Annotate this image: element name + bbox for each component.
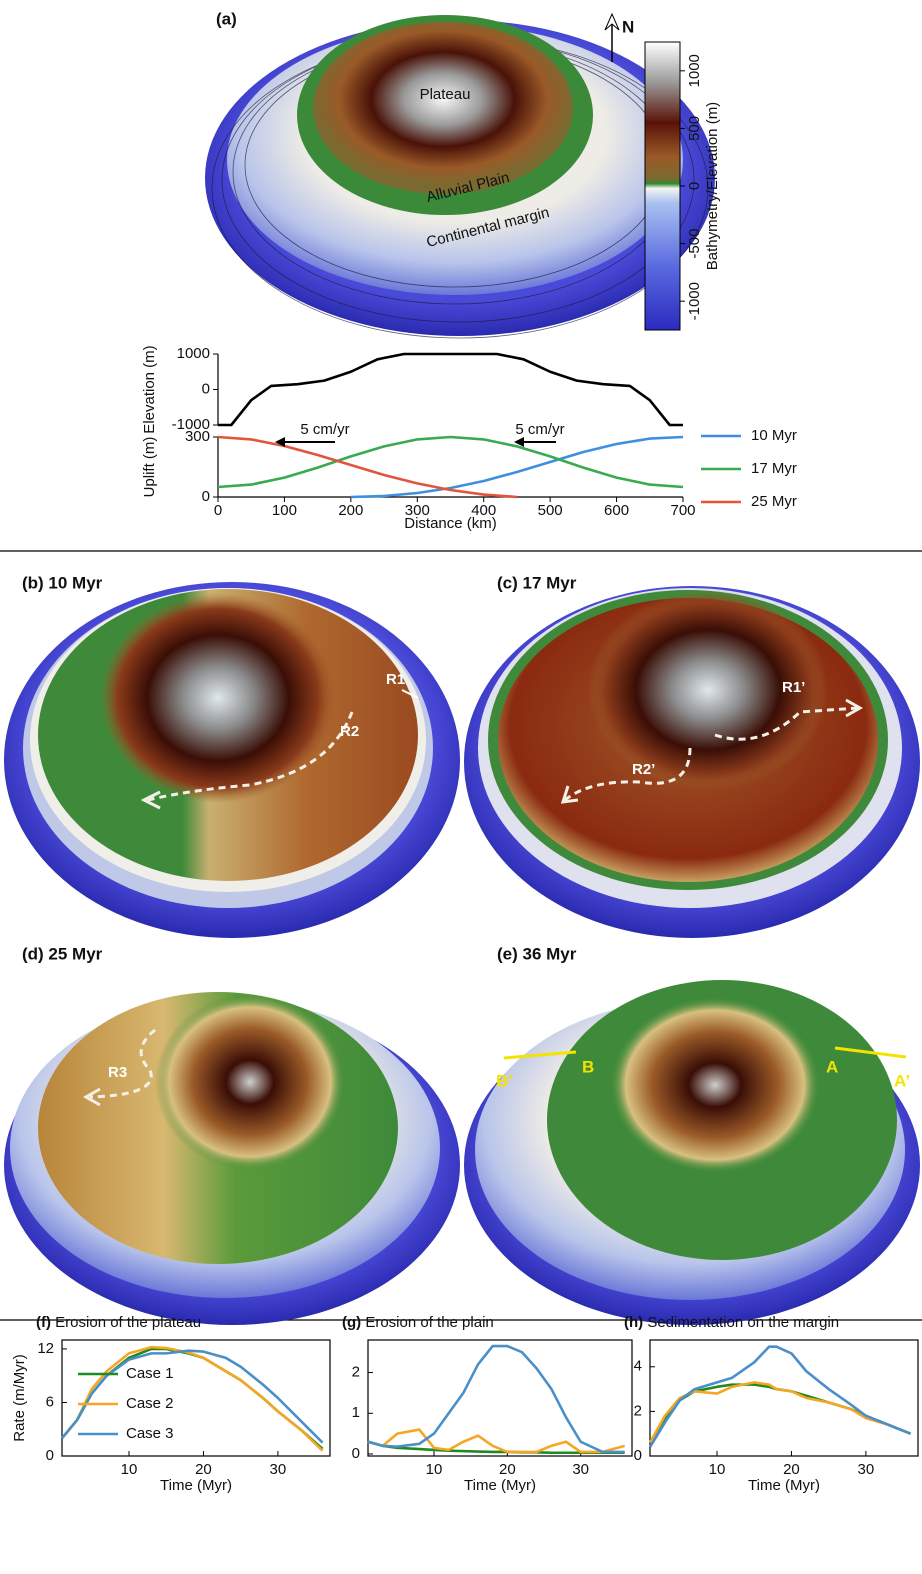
data-line bbox=[368, 1346, 625, 1452]
legend-label: Case 2 bbox=[126, 1395, 174, 1412]
chart-title-text: Erosion of the plateau bbox=[55, 1314, 201, 1331]
y-axis-label: Elevation (m) bbox=[141, 345, 158, 433]
legend-label: 25 Myr bbox=[751, 493, 797, 510]
chart-title: (g) Erosion of the plain bbox=[342, 1314, 494, 1331]
colorbar-tick-label: 1000 bbox=[686, 54, 703, 87]
chart-title-text: Erosion of the plain bbox=[365, 1314, 493, 1331]
panel-label: (c) 17 Myr bbox=[497, 573, 577, 592]
chart-label: (g) bbox=[342, 1314, 361, 1331]
x-axis-label: Distance (km) bbox=[404, 515, 497, 532]
plateau bbox=[313, 22, 573, 194]
x-tick-label: 10 bbox=[426, 1461, 443, 1478]
render-label: R3 bbox=[108, 1064, 127, 1081]
colorbar bbox=[645, 42, 680, 330]
x-tick-label: 700 bbox=[670, 502, 695, 519]
y-tick-label: 12 bbox=[37, 1340, 54, 1357]
legend-label: 17 Myr bbox=[751, 460, 797, 477]
x-tick-label: 500 bbox=[538, 502, 563, 519]
x-tick-label: 10 bbox=[121, 1461, 138, 1478]
y-tick-label: 2 bbox=[634, 1402, 642, 1419]
x-tick-label: 600 bbox=[604, 502, 629, 519]
chart-title: (h) Sedimentation on the margin bbox=[624, 1314, 839, 1331]
chart-title: (f) Erosion of the plateau bbox=[36, 1314, 201, 1331]
x-tick-label: 30 bbox=[858, 1461, 875, 1478]
plot-frame bbox=[650, 1340, 918, 1456]
section-label: A’ bbox=[894, 1071, 910, 1090]
y-tick-label: 1000 bbox=[177, 345, 210, 362]
figure: (a) Plateau Alluvial Plain Continental m… bbox=[0, 0, 922, 1574]
plot-frame bbox=[368, 1340, 632, 1456]
x-tick-label: 0 bbox=[214, 502, 222, 519]
render-a bbox=[205, 15, 715, 338]
y-tick-label: 0 bbox=[202, 380, 210, 397]
north-label: N bbox=[622, 17, 634, 36]
x-axis-label: Time (Myr) bbox=[748, 1477, 820, 1494]
chart-label: (h) bbox=[624, 1314, 643, 1331]
y-tick-label: 300 bbox=[185, 428, 210, 445]
data-line bbox=[650, 1382, 911, 1442]
render-label: R1’ bbox=[782, 679, 805, 696]
render-d bbox=[4, 992, 460, 1325]
x-tick-label: 200 bbox=[338, 502, 363, 519]
annotation: 5 cm/yr bbox=[300, 421, 349, 438]
y-tick-label: 0 bbox=[202, 488, 210, 505]
x-tick-label: 20 bbox=[499, 1461, 516, 1478]
panel-label: (b) 10 Myr bbox=[22, 573, 103, 592]
y-tick-label: 0 bbox=[352, 1445, 360, 1462]
y-tick-label: 1 bbox=[352, 1404, 360, 1421]
render-label: Plateau bbox=[420, 86, 471, 103]
panel-label: (d) 25 Myr bbox=[22, 944, 103, 963]
plateau bbox=[100, 593, 336, 803]
x-tick-label: 20 bbox=[195, 1461, 212, 1478]
render-label: R1 bbox=[386, 671, 405, 688]
y-tick-label: 0 bbox=[46, 1447, 54, 1464]
x-tick-label: 10 bbox=[709, 1461, 726, 1478]
colorbar-title: Bathymetry/Elevation (m) bbox=[704, 102, 721, 270]
x-tick-label: 20 bbox=[783, 1461, 800, 1478]
data-line bbox=[218, 354, 683, 425]
colorbar-tick-label: 500 bbox=[686, 116, 703, 141]
legend-label: Case 3 bbox=[126, 1425, 174, 1442]
y-tick-label: 6 bbox=[46, 1393, 54, 1410]
legend-label: 10 Myr bbox=[751, 427, 797, 444]
data-line bbox=[218, 437, 517, 497]
legend-label: Case 1 bbox=[126, 1365, 174, 1382]
colorbar-tick-label: 0 bbox=[686, 182, 703, 190]
plot-frame bbox=[62, 1340, 330, 1456]
annotation: 5 cm/yr bbox=[515, 421, 564, 438]
plateau bbox=[610, 997, 820, 1173]
chart-title-text: Sedimentation on the margin bbox=[647, 1314, 839, 1331]
chart-label: (f) bbox=[36, 1314, 51, 1331]
data-line bbox=[650, 1347, 911, 1447]
render-label: R2 bbox=[340, 723, 359, 740]
colorbar-tick-label: -500 bbox=[686, 229, 703, 259]
panel-label: (a) bbox=[216, 9, 237, 28]
render-c bbox=[464, 586, 920, 938]
colorbar-tick-label: -1000 bbox=[686, 282, 703, 320]
section-label: B’ bbox=[496, 1071, 513, 1090]
section-label: A bbox=[826, 1057, 838, 1076]
y-tick-label: 4 bbox=[634, 1358, 642, 1375]
x-tick-label: 100 bbox=[272, 502, 297, 519]
panel-label: (e) 36 Myr bbox=[497, 944, 577, 963]
section-label: B bbox=[582, 1057, 594, 1076]
y-axis-label: Uplift (m) bbox=[141, 437, 158, 498]
y-axis-label: Rate (m/Myr) bbox=[11, 1354, 28, 1442]
data-line bbox=[62, 1351, 323, 1443]
x-axis-label: Time (Myr) bbox=[160, 1477, 232, 1494]
render-label: R2’ bbox=[632, 761, 655, 778]
x-axis-label: Time (Myr) bbox=[464, 1477, 536, 1494]
render-e bbox=[464, 980, 920, 1325]
x-tick-label: 30 bbox=[270, 1461, 287, 1478]
y-tick-label: 0 bbox=[634, 1447, 642, 1464]
render-b bbox=[4, 582, 460, 938]
x-tick-label: 30 bbox=[572, 1461, 589, 1478]
y-tick-label: 2 bbox=[352, 1364, 360, 1381]
plateau bbox=[155, 994, 345, 1170]
